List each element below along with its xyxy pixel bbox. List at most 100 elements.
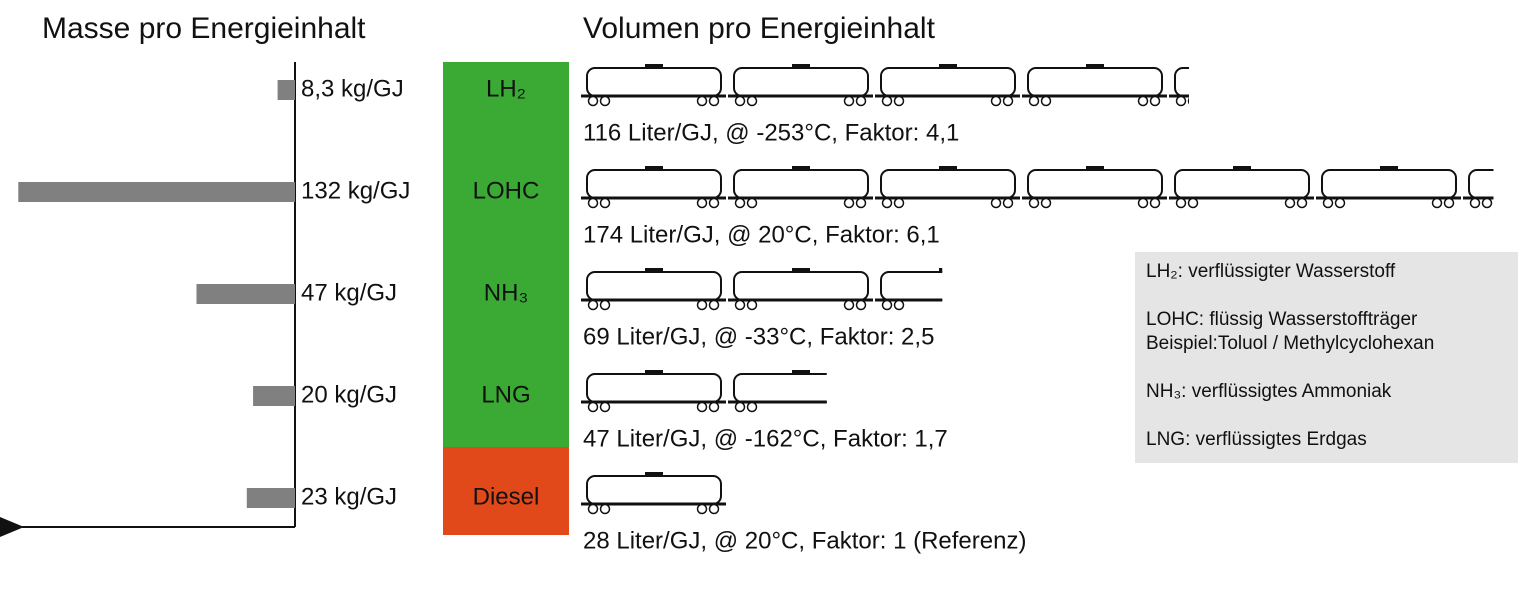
wagon-body <box>586 67 722 97</box>
wheel <box>696 299 708 311</box>
wheel <box>1298 97 1307 106</box>
wheel <box>587 197 599 209</box>
wheel <box>708 503 720 515</box>
wagon-body <box>1174 169 1310 199</box>
wheel <box>855 299 867 311</box>
wheel <box>843 95 855 107</box>
volume-label: 28 Liter/GJ, @ 20°C, Faktor: 1 (Referenz… <box>583 527 1026 554</box>
wheel <box>734 95 746 107</box>
wheel <box>893 95 905 107</box>
wheel <box>843 197 855 209</box>
value-label: 132 kg/GJ <box>301 177 410 204</box>
wheel <box>1149 197 1161 209</box>
category-box <box>443 447 569 535</box>
wagon-body <box>733 169 869 199</box>
wheel <box>708 95 720 107</box>
wagon-body <box>586 271 722 301</box>
wheel <box>1004 301 1013 310</box>
legend-note: Beispiel:Toluol / Methylcyclohexan <box>1146 333 1434 354</box>
wagon-body <box>733 373 827 403</box>
wagon-hatch <box>939 64 957 68</box>
wheel <box>1334 197 1346 209</box>
wheel <box>587 503 599 515</box>
wheel <box>893 197 905 209</box>
wheel <box>599 401 611 413</box>
wheel <box>599 503 611 515</box>
wheel <box>1028 197 1040 209</box>
wheel <box>881 197 893 209</box>
wheel <box>1187 97 1189 105</box>
wagon-hatch <box>792 64 810 68</box>
wheel <box>1137 95 1149 107</box>
wagon-body <box>586 373 722 403</box>
wagon-hatch <box>645 472 663 476</box>
legend-note: LNG: verflüssigtes Erdgas <box>1146 429 1367 450</box>
wagon-body <box>1027 169 1163 199</box>
wagon-hatch <box>792 370 810 374</box>
wheel <box>587 401 599 413</box>
wagon-body <box>880 67 1016 97</box>
bar <box>196 284 295 304</box>
legend-box <box>1135 252 1518 463</box>
wagon-body <box>733 67 869 97</box>
value-label: 20 kg/GJ <box>301 381 397 408</box>
wheel <box>893 299 905 311</box>
wheel <box>1040 95 1052 107</box>
wagon-body <box>1027 67 1163 97</box>
wheel <box>696 503 708 515</box>
category-label: LH₂ <box>486 75 526 102</box>
wheel <box>1175 95 1187 107</box>
wheel <box>992 301 1001 310</box>
wagon-hatch <box>939 268 943 272</box>
wagon-row <box>581 268 1013 311</box>
wagon-body <box>586 475 722 505</box>
wheel <box>599 95 611 107</box>
mass-title: Masse pro Energieinhalt <box>42 12 366 45</box>
wheel <box>1296 197 1308 209</box>
wheel <box>746 95 758 107</box>
wagon-hatch <box>1233 166 1251 170</box>
category-label: LOHC <box>473 177 540 204</box>
legend-note: LH₂: verflüssigter Wasserstoff <box>1146 261 1396 282</box>
wheel <box>1002 95 1014 107</box>
wheel <box>587 299 599 311</box>
category-box <box>443 345 569 447</box>
category-label: NH₃ <box>484 279 528 306</box>
category-label: Diesel <box>473 483 540 510</box>
wheel <box>746 197 758 209</box>
wheel <box>734 401 746 413</box>
wheel <box>1443 197 1455 209</box>
wagon-hatch <box>792 268 810 272</box>
wagon-hatch <box>645 166 663 170</box>
category-box <box>443 62 569 141</box>
wheel <box>1187 197 1199 209</box>
wheel <box>1469 197 1481 209</box>
value-label: 8,3 kg/GJ <box>301 75 404 102</box>
wheel <box>1002 197 1014 209</box>
wagon-hatch <box>645 268 663 272</box>
bar <box>246 488 295 508</box>
wagon-row <box>581 166 1494 209</box>
bar <box>277 80 295 100</box>
wheel <box>1286 97 1295 106</box>
wheel <box>855 95 867 107</box>
wheel <box>696 197 708 209</box>
category-box <box>443 141 569 243</box>
bar <box>253 386 295 406</box>
wheel <box>990 95 1002 107</box>
wheel <box>1322 197 1334 209</box>
legend-note: LOHC: flüssig Wasserstoffträger <box>1146 309 1418 330</box>
wagon-hatch <box>1086 166 1104 170</box>
wheel <box>734 299 746 311</box>
volume-title: Volumen pro Energieinhalt <box>583 12 936 45</box>
wheel <box>696 95 708 107</box>
wheel <box>857 403 866 412</box>
wheel <box>1175 197 1187 209</box>
wagon-body <box>880 169 1016 199</box>
volume-label: 174 Liter/GJ, @ 20°C, Faktor: 6,1 <box>583 221 940 248</box>
wheel <box>1149 95 1161 107</box>
wheel <box>746 299 758 311</box>
wheel <box>708 401 720 413</box>
wheel <box>881 95 893 107</box>
wagon-row <box>581 64 1307 107</box>
